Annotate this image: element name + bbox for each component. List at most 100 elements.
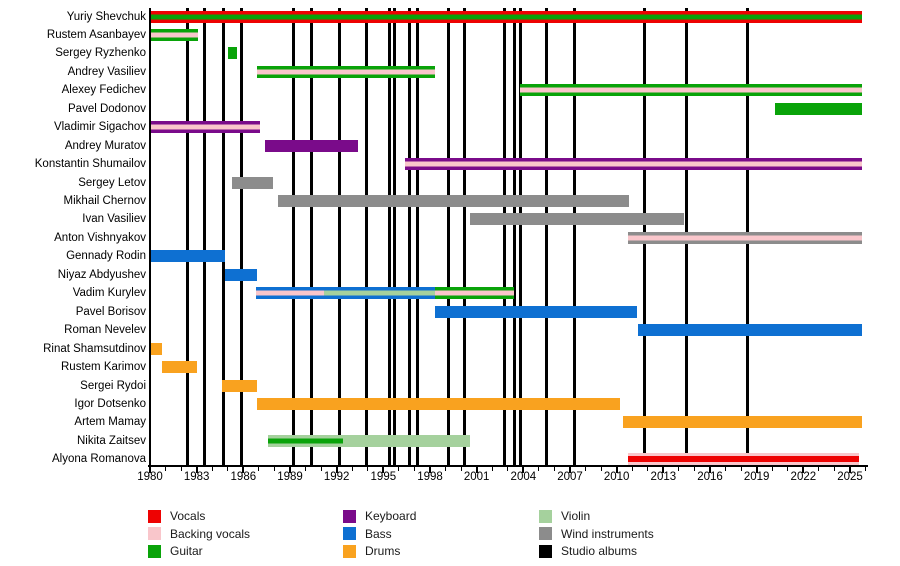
guitar-swatch [148,544,161,558]
timeline-bar [162,361,197,374]
studio-album-line [388,8,392,465]
x-axis-tick-label: 2010 [603,471,630,483]
x-axis-major-tick [475,467,478,473]
legend-item-drums: Drums [343,544,400,558]
x-axis-major-tick [382,467,385,473]
x-axis-minor-tick [165,467,167,471]
member-label: Sergey Letov [78,176,146,189]
timeline-bar [257,65,435,78]
timeline-bar [221,379,258,392]
timeline-bar [775,102,863,115]
x-axis-tick-label: 2022 [790,471,817,483]
x-axis-major-tick [335,467,338,473]
x-axis-tick-label: 2016 [697,471,723,483]
x-axis-tick-label: 1980 [137,471,163,483]
x-axis-minor-tick [600,467,602,471]
studio-album-line [408,8,412,465]
member-label: Rustem Asanbayev [46,28,146,41]
x-axis-minor-tick [865,467,867,471]
member-label: Anton Vishnyakov [54,231,146,244]
x-axis-minor-tick [833,467,835,471]
member-label: Vadim Kurylev [72,287,146,300]
x-axis-tick-label: 2001 [463,471,490,483]
x-axis-minor-tick [445,467,447,471]
x-axis-minor-tick [351,467,353,471]
x-axis-major-tick [662,467,665,473]
x-axis-minor-tick [258,467,260,471]
x-axis-tick-label: 1998 [417,471,443,483]
member-label: Ivan Vasiliev [82,213,146,226]
x-axis-major-tick [849,467,852,473]
x-axis-minor-tick [398,467,400,471]
x-axis-tick-label: 1992 [323,471,350,483]
x-axis-minor-tick [647,467,649,471]
member-label: Artem Mamay [74,416,146,429]
studio-album-line [202,8,206,465]
member-label: Nikita Zaitsev [76,434,146,447]
timeline-bar [470,213,684,226]
wind-swatch [539,527,552,540]
member-label: Pavel Dodonov [68,102,146,115]
member-label: Sergey Ryzhenko [55,47,146,60]
member-label: Sergei Rydoi [80,379,146,392]
timeline-bar [265,139,359,152]
x-axis-minor-tick [211,467,213,471]
x-axis-minor-tick [460,467,462,471]
member-label: Alexey Fedichev [61,84,146,97]
x-axis-tick-label: 2025 [837,471,863,483]
timeline-bar [150,250,225,263]
legend-label: Guitar [170,544,203,558]
x-axis-major-tick [522,467,525,473]
y-axis-line [149,8,151,465]
member-label: Rinat Shamsutdinov [43,342,146,355]
x-axis-minor-tick [585,467,587,471]
legend-label: Vocals [170,509,206,523]
timeline-bar [277,195,630,207]
x-axis-major-tick [242,467,245,473]
legend-item-wind: Wind instruments [539,527,654,541]
legend-label: Studio albums [561,544,638,558]
backing-swatch [148,527,161,540]
timeline-bar [324,287,435,300]
studio-album-line [416,8,420,465]
timeline-bar [520,84,863,97]
timeline-bar [638,324,863,337]
member-label: Mikhail Chernov [63,195,146,207]
keyboard-swatch [343,509,356,523]
x-axis-minor-tick [507,467,509,471]
timeline-bar [150,121,261,134]
timeline-bar [405,158,863,171]
member-label: Andrey Vasiliev [67,65,146,78]
x-axis-minor-tick [491,467,493,471]
x-axis-major-tick [709,467,712,473]
timeline-bar [627,231,863,244]
bass-swatch [343,527,356,540]
member-label: Andrey Muratov [64,139,146,152]
x-axis-minor-tick [553,467,555,471]
studio-album-line [518,8,522,465]
member-label: Vladimir Sigachov [53,121,146,134]
albums-swatch [539,544,552,558]
studio-album-line [512,8,516,465]
legend-label: Violin [561,509,591,523]
x-axis-major-tick [615,467,618,473]
studio-album-line [364,8,368,465]
timeline-bar [268,434,343,447]
x-axis-minor-tick [413,467,415,471]
legend-item-guitar: Guitar [148,544,203,558]
timeline-bar [150,10,863,23]
studio-album-line [310,8,314,465]
timeline-bar [150,28,199,41]
x-axis-major-tick [289,467,291,473]
x-axis-minor-tick [305,467,307,471]
x-axis-minor-tick [771,467,773,471]
member-label: Rustem Karimov [61,361,146,374]
studio-album-line [573,8,577,465]
member-label: Pavel Borisov [75,305,146,318]
legend-item-albums: Studio albums [539,544,637,558]
legend-item-bass: Bass [343,527,392,541]
x-axis-major-tick [429,467,431,473]
x-axis-major-tick [149,467,151,473]
timeline-bar [232,176,273,189]
x-axis-minor-tick [678,467,680,471]
